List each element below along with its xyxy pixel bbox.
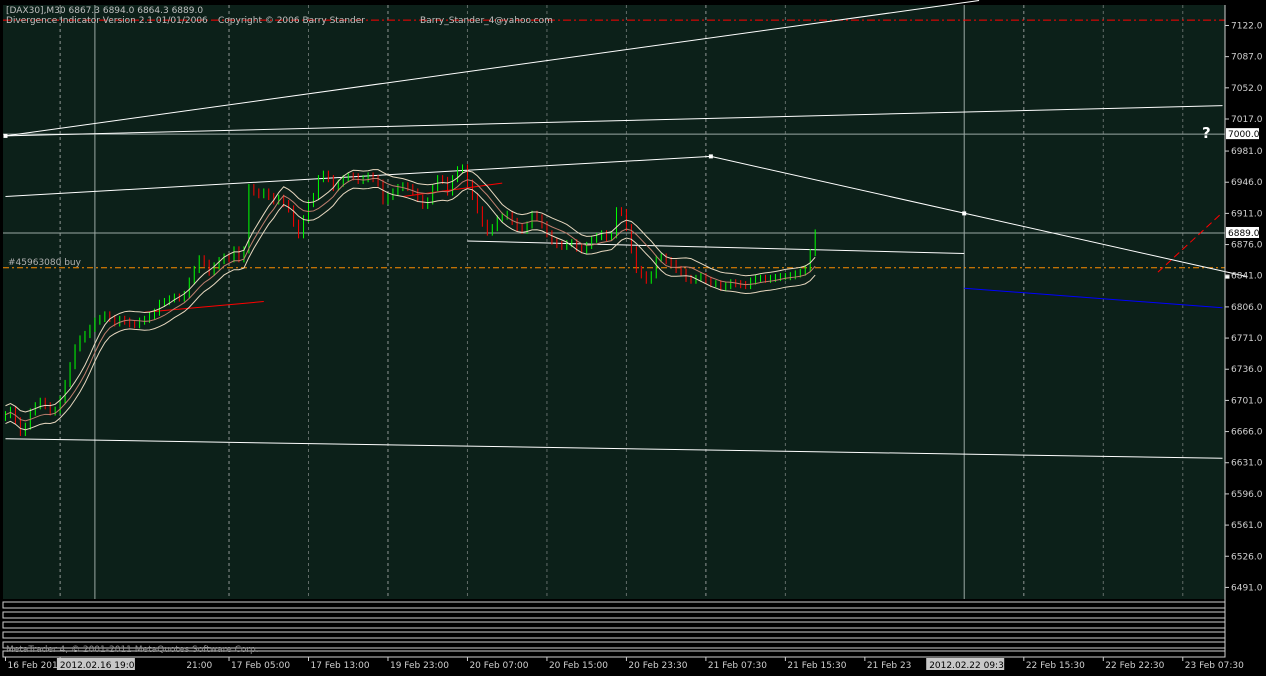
symbol-line: [DAX30],M30 6867.3 6894.0 6864.3 6889.0 bbox=[6, 6, 204, 16]
price-tick-label: 6666.0 bbox=[1231, 428, 1263, 438]
level-price-box bbox=[1226, 128, 1259, 140]
price-tick-label: 6526.0 bbox=[1231, 552, 1263, 562]
price-tick-label: 6561.0 bbox=[1231, 521, 1263, 531]
time-tick-label: 19 Feb 23:00 bbox=[390, 661, 449, 671]
indicator-subwindow bbox=[2, 611, 1226, 619]
price-tick-label: 6596.0 bbox=[1231, 490, 1263, 500]
plot-area bbox=[3, 5, 1225, 599]
crosshair-time-box bbox=[56, 658, 135, 670]
question-mark-text[interactable]: ? bbox=[1202, 124, 1211, 142]
price-tick-label: 7017.0 bbox=[1231, 115, 1263, 125]
time-tick-label: 17 Feb 05:00 bbox=[231, 661, 290, 671]
time-tick-label: 17 Feb 13:00 bbox=[311, 661, 370, 671]
current-price-box bbox=[1226, 226, 1259, 238]
time-tick-label: 20 Feb 23:30 bbox=[628, 661, 687, 671]
price-tick-label: 6946.0 bbox=[1231, 178, 1263, 188]
indicator-subwindows bbox=[2, 601, 1226, 658]
footer-copyright: MetaTrader 4, © 2001-2011 MetaQuotes Sof… bbox=[6, 645, 259, 655]
time-tick-label: 21 Feb 07:30 bbox=[708, 661, 767, 671]
price-tick-label: 7052.0 bbox=[1231, 84, 1263, 94]
anchor-point bbox=[1225, 274, 1230, 279]
overlay bbox=[5, 169, 816, 431]
envelope-lower bbox=[5, 186, 816, 431]
price-tick-label: 6701.0 bbox=[1231, 396, 1263, 406]
divergence-line-1 bbox=[144, 301, 264, 313]
channel-mid-line bbox=[5, 105, 1223, 137]
indicator-subwindow bbox=[2, 631, 1226, 639]
support-line bbox=[964, 287, 1223, 309]
time-tick-label: 22 Feb 15:30 bbox=[1026, 661, 1085, 671]
price-tick-label: 6911.0 bbox=[1231, 209, 1263, 219]
price-tick-label: 6491.0 bbox=[1231, 583, 1263, 593]
indicator-subwindow bbox=[2, 621, 1226, 629]
time-tick-label: 21:00 bbox=[186, 661, 212, 671]
current-price-label: 6889.0 bbox=[1228, 229, 1260, 239]
moving-average bbox=[5, 178, 816, 422]
indicator-subwindow bbox=[2, 601, 1226, 609]
anchor-point bbox=[708, 154, 713, 159]
price-tick-label: 7122.0 bbox=[1231, 21, 1263, 31]
time-tick-label: 20 Feb 07:00 bbox=[469, 661, 528, 671]
order-label: #45963080 buy bbox=[8, 258, 81, 268]
drawn-objects bbox=[3, 0, 1248, 459]
level-price-label: 7000.0 bbox=[1228, 130, 1260, 140]
upper-channel-line bbox=[5, 0, 980, 137]
price-tick-label: 6631.0 bbox=[1231, 459, 1263, 469]
crosshair-time-label: 2012.02.16 19:00 bbox=[60, 661, 141, 671]
time-tick-label: 22 Feb 22:30 bbox=[1105, 661, 1164, 671]
anchor-point bbox=[962, 211, 967, 216]
time-tick-label: 21 Feb 23 bbox=[867, 661, 912, 671]
email-text: Barry_Stander_4@yahoo.com bbox=[420, 16, 553, 26]
price-tick-label: 7087.0 bbox=[1231, 53, 1263, 63]
time-tick-label: 20 Feb 15:00 bbox=[549, 661, 608, 671]
time-tick-label: 16 Feb 2012 bbox=[7, 661, 63, 671]
price-tick-label: 6981.0 bbox=[1231, 147, 1263, 157]
indicator-subwindow bbox=[2, 641, 1226, 649]
price-axis: 7122.0 7087.0 7052.0 7017.0 6981.0 6946.0 6911… bbox=[1225, 21, 1263, 593]
crosshair-time-label: 2012.02.22 09:30 bbox=[929, 661, 1010, 671]
indicator-line: Divergence Indicator Version 2.1 01/01/2… bbox=[6, 16, 208, 26]
time-tick-label: 21 Feb 15:30 bbox=[787, 661, 846, 671]
candles bbox=[4, 164, 816, 437]
lower-channel-line bbox=[5, 438, 1223, 459]
descending-trendline bbox=[710, 155, 1248, 278]
price-tick-label: 6876.0 bbox=[1231, 241, 1263, 251]
envelope-upper bbox=[5, 169, 816, 413]
crosshair-time-box bbox=[926, 658, 1005, 670]
price-tick-label: 6806.0 bbox=[1231, 303, 1263, 313]
price-tick-label: 6736.0 bbox=[1231, 365, 1263, 375]
price-tick-label: 6841.0 bbox=[1231, 272, 1263, 282]
neckline bbox=[467, 240, 965, 254]
price-tick-label: 6771.0 bbox=[1231, 334, 1263, 344]
grid bbox=[59, 5, 1184, 599]
time-tick-label: 23 Feb 07:30 bbox=[1185, 661, 1244, 671]
copyright-text: Copyright © 2006 Barry Stander bbox=[218, 16, 365, 26]
projection-line bbox=[1157, 212, 1223, 273]
anchor-point bbox=[3, 133, 8, 138]
